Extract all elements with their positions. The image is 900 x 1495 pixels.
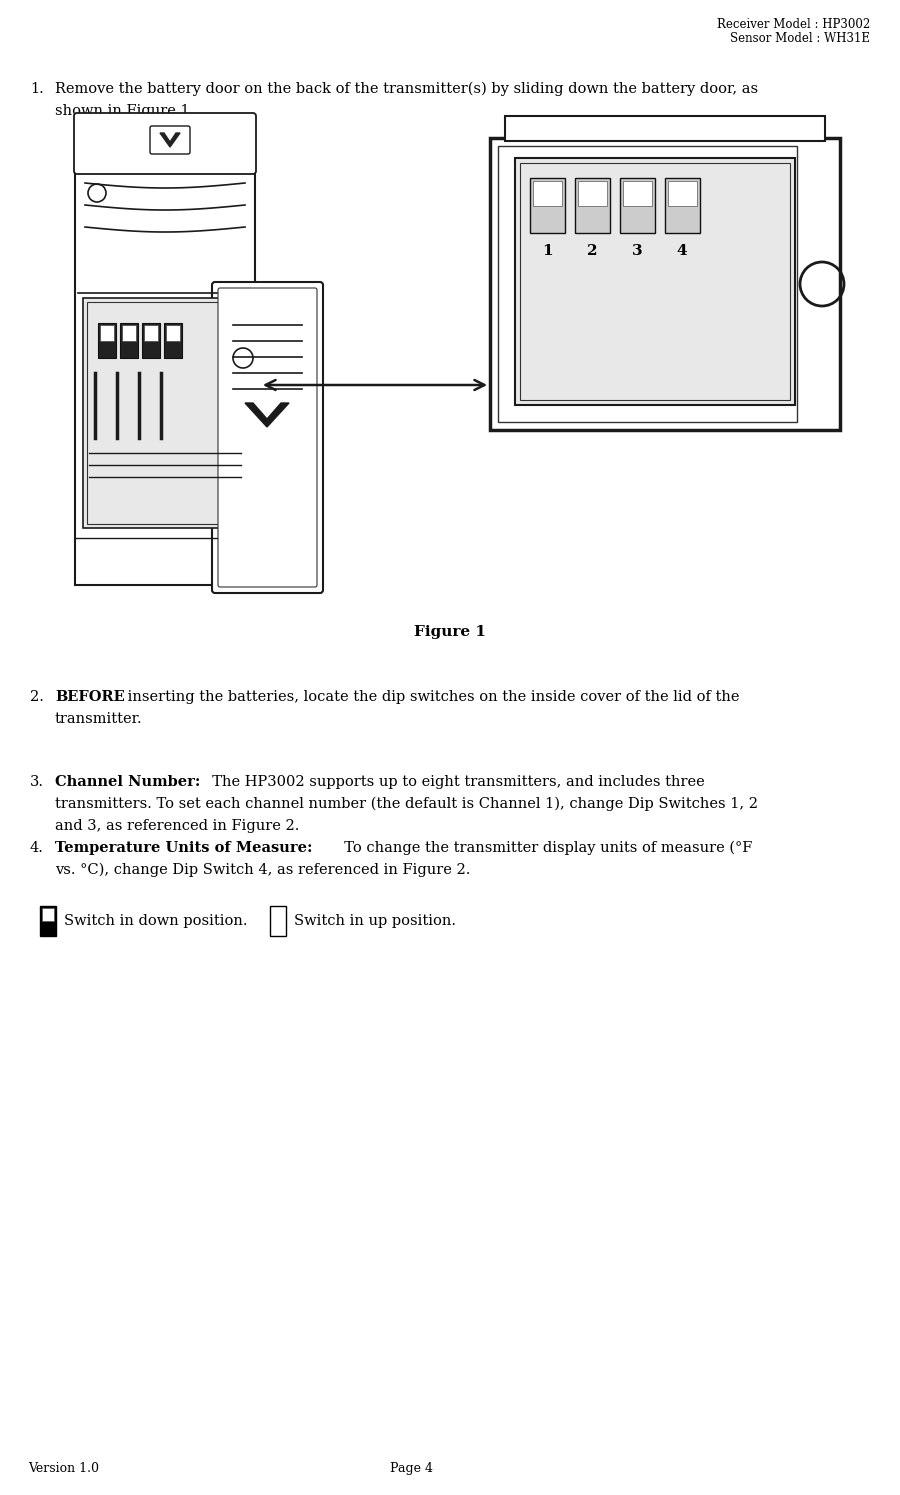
Text: shown in Figure 1 .: shown in Figure 1 .	[55, 105, 199, 118]
Polygon shape	[245, 404, 289, 428]
Bar	[578, 181, 607, 206]
Bar	[122, 324, 136, 341]
Text: 2.: 2.	[30, 691, 44, 704]
FancyBboxPatch shape	[218, 289, 317, 588]
Text: 1.: 1.	[30, 82, 44, 96]
Bar	[575, 178, 610, 233]
FancyBboxPatch shape	[150, 126, 190, 154]
Text: transmitters. To set each channel number (the default is Channel 1), change Dip : transmitters. To set each channel number…	[55, 797, 758, 812]
FancyBboxPatch shape	[212, 283, 323, 594]
Text: 3: 3	[632, 244, 643, 259]
Text: Sensor Model : WH31E: Sensor Model : WH31E	[730, 31, 870, 45]
Bar	[164, 323, 182, 357]
Polygon shape	[160, 133, 180, 147]
Bar	[100, 324, 114, 341]
Text: inserting the batteries, locate the dip switches on the inside cover of the lid : inserting the batteries, locate the dip …	[123, 691, 740, 704]
Text: The HP3002 supports up to eight transmitters, and includes three: The HP3002 supports up to eight transmit…	[203, 774, 705, 789]
Bar	[515, 158, 795, 405]
Text: To change the transmitter display units of measure (°F: To change the transmitter display units …	[335, 842, 752, 855]
Bar	[87, 302, 243, 525]
Text: Temperature Units of Measure:: Temperature Units of Measure:	[55, 842, 312, 855]
Text: Figure 1: Figure 1	[414, 625, 486, 638]
Bar	[120, 323, 138, 357]
Bar	[530, 178, 565, 233]
Bar	[166, 324, 180, 341]
Bar	[668, 181, 697, 206]
Text: and 3, as referenced in Figure 2.: and 3, as referenced in Figure 2.	[55, 819, 300, 833]
Bar	[505, 117, 825, 141]
Text: Remove the battery door on the back of the transmitter(s) by sliding down the ba: Remove the battery door on the back of t…	[55, 82, 758, 96]
Bar	[620, 178, 655, 233]
Bar	[83, 298, 247, 528]
Text: Channel Number:: Channel Number:	[55, 774, 201, 789]
Bar	[665, 178, 700, 233]
Bar	[144, 324, 158, 341]
Bar	[142, 323, 160, 357]
Text: 4: 4	[677, 244, 688, 259]
Text: 4.: 4.	[30, 842, 44, 855]
Bar	[623, 181, 652, 206]
Bar	[498, 147, 797, 422]
Text: 2: 2	[587, 244, 598, 259]
Bar	[40, 906, 56, 936]
Text: Receiver Model : HP3002: Receiver Model : HP3002	[716, 18, 870, 31]
Text: transmitter.: transmitter.	[55, 712, 142, 727]
Bar	[42, 907, 54, 921]
Bar	[270, 906, 286, 936]
Text: 1: 1	[542, 244, 553, 259]
Bar	[520, 163, 790, 401]
Bar	[98, 323, 116, 357]
Text: Switch in up position.: Switch in up position.	[294, 913, 456, 928]
Text: vs. °C), change Dip Switch 4, as referenced in Figure 2.: vs. °C), change Dip Switch 4, as referen…	[55, 863, 471, 878]
FancyBboxPatch shape	[74, 114, 256, 173]
Text: Switch in down position.: Switch in down position.	[64, 913, 248, 928]
Text: 3.: 3.	[30, 774, 44, 789]
Text: Version 1.0: Version 1.0	[28, 1462, 99, 1476]
Text: Page 4: Page 4	[390, 1462, 433, 1476]
Bar	[533, 181, 562, 206]
Bar	[490, 138, 840, 431]
Bar	[75, 118, 255, 585]
Text: BEFORE: BEFORE	[55, 691, 125, 704]
